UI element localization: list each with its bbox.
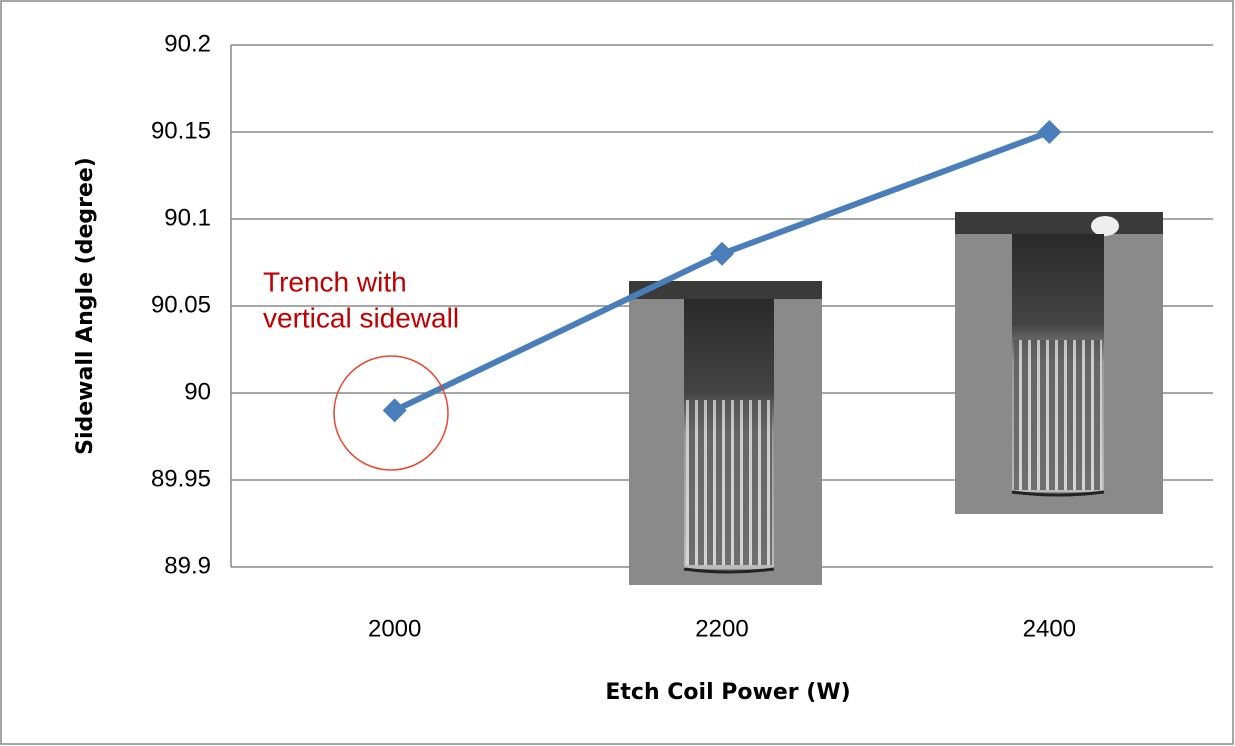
y-tick-label: 89.9	[164, 552, 211, 579]
grid: 89.9 89.95 90 90.05 90.1 90.15 90.2 2000 2200 240…	[151, 30, 1213, 642]
annotation-circle	[333, 355, 449, 471]
x-tick-label: 2200	[695, 615, 748, 642]
annotation: vertical sidewall	[263, 302, 459, 333]
y-axis-title: Sidewall Angle (degree)	[73, 157, 98, 455]
y-tick-label: 90	[184, 378, 211, 405]
x-axis-title: Etch Coil Power (W)	[605, 680, 850, 705]
marker	[710, 241, 734, 266]
marker	[382, 398, 407, 423]
plot	[382, 120, 1062, 423]
annotation: Trench with	[263, 266, 407, 297]
y-tick-label: 90.05	[151, 291, 211, 318]
x-tick-label: 2000	[368, 615, 421, 642]
y-tick-label: 90.1	[164, 204, 211, 231]
y-tick-label: 89.95	[151, 465, 211, 492]
sem-image	[629, 281, 822, 585]
y-tick-label: 90.2	[164, 30, 211, 57]
sem-image	[955, 212, 1163, 514]
y-tick-label: 90.15	[151, 117, 211, 144]
x-tick-label: 2400	[1023, 615, 1076, 642]
marker	[1037, 120, 1062, 144]
